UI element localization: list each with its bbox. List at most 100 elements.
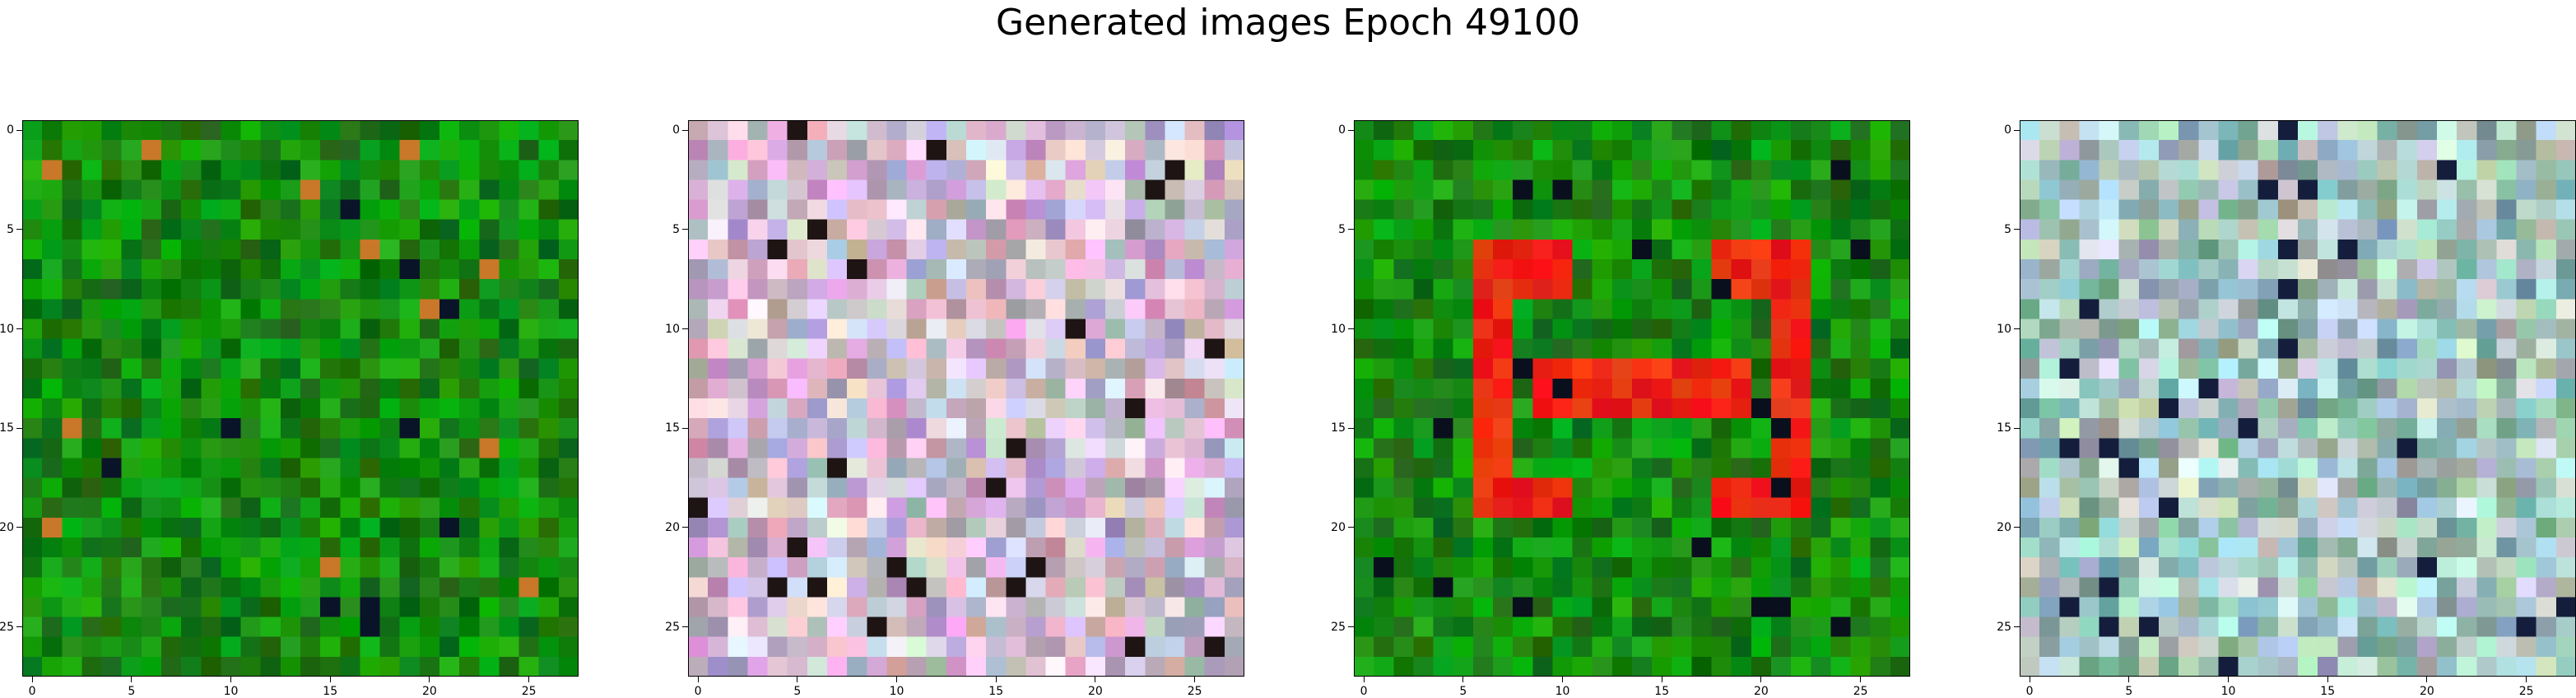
- image-panel-1: 0 0 5 5 10 10 15 15 20 20 25 25: [0, 120, 579, 698]
- x-tick-label: 5: [793, 685, 802, 698]
- y-tick-label: 10: [1997, 322, 2011, 336]
- x-tick: [329, 677, 331, 682]
- y-tick: [2014, 328, 2020, 329]
- x-tick-label: 15: [988, 685, 1004, 698]
- image-panel-3: 0 0 5 5 10 10 15 15 20 20 25 25: [1331, 120, 1910, 698]
- y-tick-label: 5: [672, 222, 680, 236]
- y-tick: [1348, 427, 1354, 429]
- y-tick: [16, 427, 22, 429]
- y-tick-label: 25: [1331, 620, 1346, 634]
- y-tick: [1348, 129, 1354, 131]
- x-tick-label: 20: [2420, 685, 2434, 698]
- x-tick: [31, 677, 33, 682]
- x-tick-label: 25: [2518, 685, 2534, 698]
- x-tick-label: 0: [2025, 685, 2034, 698]
- x-tick-label: 25: [521, 685, 537, 698]
- x-tick-label: 25: [1853, 685, 1868, 698]
- x-tick-label: 0: [694, 685, 702, 698]
- y-tick: [682, 527, 688, 528]
- y-tick: [2014, 427, 2020, 429]
- y-tick: [682, 427, 688, 429]
- x-tick-label: 10: [223, 685, 239, 698]
- x-tick: [995, 677, 997, 682]
- y-tick: [682, 129, 688, 131]
- x-tick: [131, 677, 133, 682]
- y-tick-label: 25: [1997, 620, 2011, 634]
- y-tick-label: 20: [0, 520, 14, 534]
- y-tick: [1348, 626, 1354, 628]
- x-tick: [1462, 677, 1464, 682]
- y-tick-label: 25: [0, 620, 14, 634]
- x-tick: [2228, 677, 2229, 682]
- x-tick-label: 25: [1187, 685, 1202, 698]
- x-tick-label: 5: [1459, 685, 1467, 698]
- x-tick: [429, 677, 430, 682]
- y-tick: [1348, 527, 1354, 528]
- x-tick: [1562, 677, 1563, 682]
- generated-image-1: [22, 120, 579, 677]
- y-tick-label: 15: [1331, 421, 1346, 435]
- x-tick-label: 15: [323, 685, 338, 698]
- x-tick-label: 15: [2320, 685, 2336, 698]
- x-tick-label: 15: [1654, 685, 1670, 698]
- y-tick-label: 0: [1338, 123, 1346, 137]
- x-tick-label: 0: [28, 685, 36, 698]
- y-tick-label: 20: [1997, 520, 2011, 534]
- y-tick-label: 20: [1331, 520, 1346, 534]
- y-tick-label: 5: [2004, 222, 2011, 236]
- x-tick-label: 20: [422, 685, 437, 698]
- generated-image-2: [688, 120, 1244, 677]
- figure-title: Generated images Epoch 49100: [995, 2, 1581, 44]
- x-tick-label: 5: [128, 685, 136, 698]
- y-tick: [1348, 328, 1354, 329]
- x-tick: [2128, 677, 2130, 682]
- x-tick: [1194, 677, 1196, 682]
- y-tick: [682, 229, 688, 230]
- x-tick: [230, 677, 231, 682]
- image-frame: [1354, 120, 1910, 677]
- generated-image-3: [1354, 120, 1910, 677]
- image-frame: [22, 120, 579, 677]
- y-tick-label: 10: [665, 322, 680, 336]
- x-tick-label: 10: [889, 685, 904, 698]
- x-tick: [528, 677, 530, 682]
- y-tick-label: 0: [7, 123, 14, 137]
- y-tick: [2014, 229, 2020, 230]
- x-tick-label: 10: [1555, 685, 1570, 698]
- y-tick-label: 0: [2004, 123, 2011, 137]
- x-tick-label: 10: [2220, 685, 2236, 698]
- y-tick: [16, 229, 22, 230]
- x-tick-label: 5: [2125, 685, 2133, 698]
- y-tick: [2014, 527, 2020, 528]
- y-tick-label: 20: [665, 520, 680, 534]
- image-frame: [688, 120, 1244, 677]
- image-frame: [2020, 120, 2576, 677]
- y-tick: [16, 328, 22, 329]
- y-tick: [2014, 626, 2020, 628]
- y-tick: [682, 626, 688, 628]
- y-tick: [2014, 129, 2020, 131]
- x-tick: [2327, 677, 2328, 682]
- x-tick-label: 20: [1754, 685, 1769, 698]
- y-tick: [16, 527, 22, 528]
- y-tick-label: 15: [0, 421, 14, 435]
- y-tick-label: 15: [1997, 421, 2011, 435]
- y-tick-label: 5: [7, 222, 14, 236]
- x-tick-label: 0: [1360, 685, 1368, 698]
- x-tick: [1760, 677, 1762, 682]
- x-tick-label: 20: [1088, 685, 1103, 698]
- x-tick: [896, 677, 897, 682]
- x-tick: [1363, 677, 1365, 682]
- y-tick-label: 10: [1331, 322, 1346, 336]
- y-tick: [1348, 229, 1354, 230]
- y-tick-label: 5: [1338, 222, 1346, 236]
- y-tick: [16, 129, 22, 131]
- x-tick: [1860, 677, 1862, 682]
- y-tick-label: 0: [672, 123, 680, 137]
- y-tick: [682, 328, 688, 329]
- y-tick: [16, 626, 22, 628]
- image-panel-2: 0 0 5 5 10 10 15 15 20 20 25 25: [665, 120, 1244, 698]
- image-panel-4: 0 0 5 5 10 10 15 15 20 20 25 25: [1997, 120, 2576, 698]
- generated-image-4: [2020, 120, 2576, 677]
- y-tick-label: 10: [0, 322, 14, 336]
